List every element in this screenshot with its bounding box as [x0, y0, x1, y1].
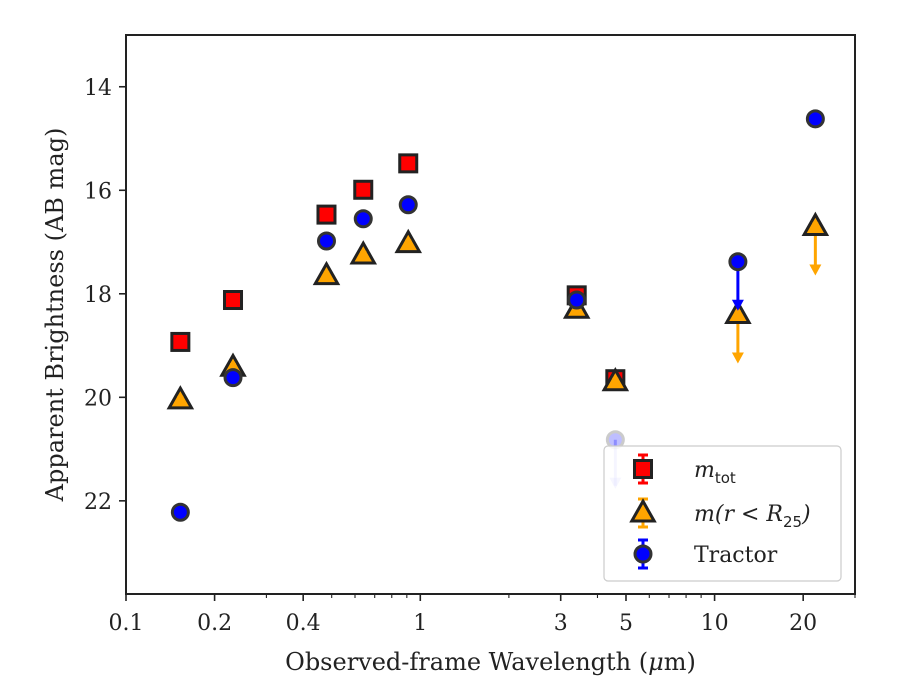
x-tick-label: 0.4 [286, 611, 321, 636]
x-tick-label: 1 [413, 611, 427, 636]
legend-marker-triangle [629, 498, 657, 523]
legend-label-mr25-tail: ) [801, 502, 811, 527]
y-tick-label: 20 [84, 386, 112, 411]
upper-limit-arrow-head [809, 264, 822, 276]
y-axis-title: Apparent Brightness (AB mag) [41, 128, 69, 503]
plot-frame [125, 34, 856, 595]
data-point-circle [728, 252, 748, 272]
upper-limit-arrow-head [731, 352, 744, 364]
upper-limit-arrow-head [731, 299, 744, 311]
x-tick-label: 20 [789, 611, 817, 636]
series-triangle [166, 211, 830, 410]
x-tick-label: 3 [554, 611, 568, 636]
legend-label-mtot-main: m [694, 458, 715, 483]
x-axis-title-mu: μ [648, 648, 664, 676]
x-tick-label: 0.2 [197, 611, 232, 636]
y-tick-label: 14 [84, 76, 112, 101]
legend-label-mr25-main: m(r < R [694, 502, 783, 527]
legend-marker-square [633, 459, 653, 479]
legend-label-mr25: m(r < R25) [694, 502, 811, 531]
marks-layer [166, 109, 830, 522]
y-tick-label: 22 [84, 490, 112, 515]
data-point-circle [605, 430, 625, 450]
legend-label-mr25-sub: 25 [783, 513, 802, 531]
legend-label-mtot-sub: tot [715, 469, 736, 487]
series-circle [170, 109, 825, 522]
x-axis-title-tail: m) [664, 648, 696, 676]
legend-marker-circle [633, 544, 653, 564]
x-tick-label: 0.1 [109, 611, 144, 636]
legend-box [603, 445, 842, 582]
x-axis-title-main: Observed-frame Wavelength ( [285, 648, 648, 676]
x-tick-label: 10 [701, 611, 729, 636]
x-axis-title: Observed-frame Wavelength (μm) [285, 648, 696, 676]
y-tick-label: 18 [84, 283, 112, 308]
legend-handles [629, 453, 657, 570]
x-tick-label: 5 [619, 611, 633, 636]
ticks-layer: 0.1 0.2 0.4 1 3 5 10 20 14 16 18 20 22 [84, 76, 856, 636]
legend-label-tractor: Tractor [694, 543, 778, 568]
y-tick-label: 16 [84, 179, 112, 204]
legend-label-mtot: mtot [694, 458, 736, 487]
legend: mtot m(r < R25) Tractor [603, 445, 842, 582]
